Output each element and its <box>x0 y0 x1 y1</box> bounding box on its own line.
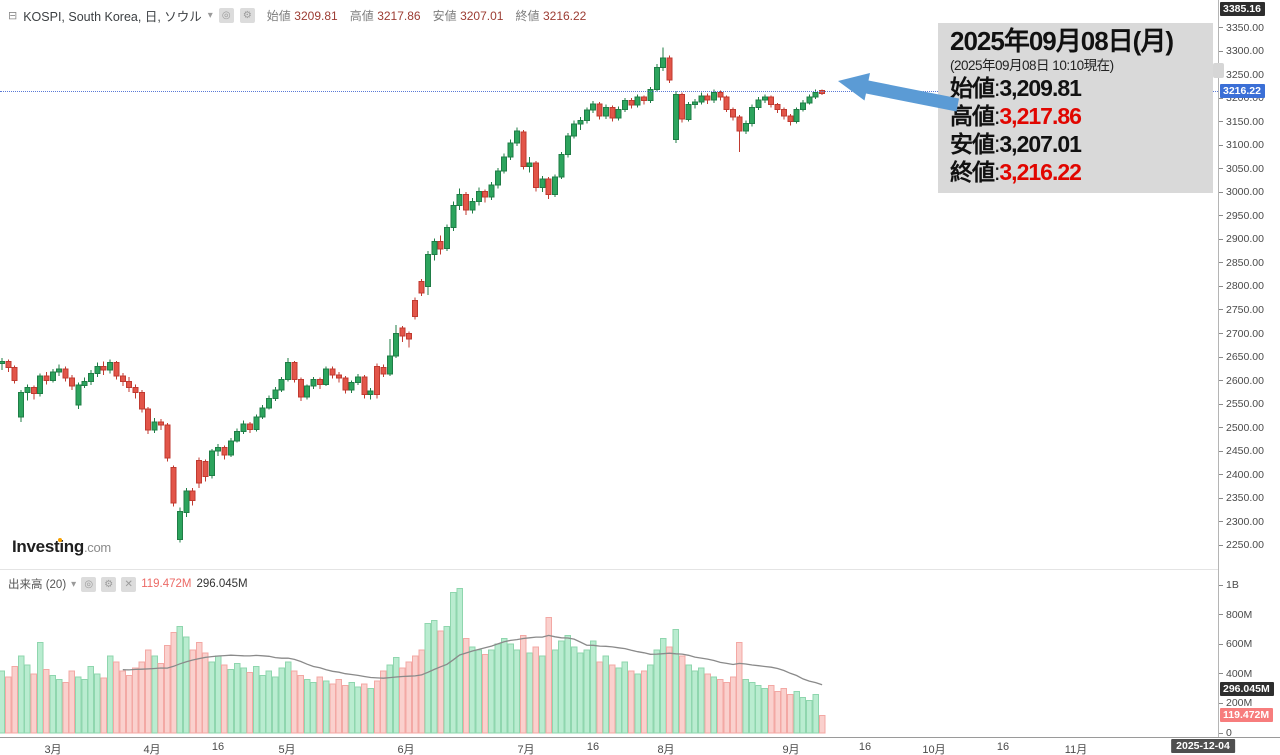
price-tick-label: 3100.00 <box>1219 139 1264 151</box>
price-axis[interactable]: 3350.00 3300.00 3250.00 3200.00 3150.00 3100.… <box>1213 0 1280 739</box>
close-icon[interactable]: ✕ <box>121 576 137 592</box>
settings-icon[interactable]: ⚙ <box>101 576 117 592</box>
high-label: 高値 <box>349 9 374 23</box>
annotation-date-title: 2025年09月08日(月) <box>950 26 1174 56</box>
current-volume-value: 119.472M <box>141 578 192 590</box>
current-price-badge: 3216.22 <box>1220 83 1265 98</box>
price-tick-label: 3300.00 <box>1219 45 1264 57</box>
time-axis[interactable]: 3月 4月 16 5月 6月 7月 16 8月 9月 16 10月 16 11月 2025-12-04 <box>0 737 1280 755</box>
investing-logo-text: Investing <box>12 537 84 556</box>
time-tick-label: 4月 <box>143 744 161 755</box>
price-tick-label: 2250.00 <box>1219 539 1264 551</box>
time-tick-label: 7月 <box>517 744 535 755</box>
annotation-high-row: 高値:3,217.86 <box>950 103 1082 130</box>
time-tick-label: 16 <box>996 741 1010 753</box>
time-tick-label: 3月 <box>44 744 62 755</box>
logo-orange-dot <box>57 538 62 542</box>
time-tick-label: 6月 <box>397 744 415 755</box>
annotation-low-row: 安値:3,207.01 <box>950 131 1082 158</box>
current-volume-badge: 119.472M <box>1220 708 1274 723</box>
time-tick-label: 5月 <box>278 744 296 755</box>
investing-logo: Investing .com <box>12 537 111 557</box>
volume-tick-label: 1B <box>1219 579 1239 591</box>
visibility-icon[interactable]: ◎ <box>81 576 97 592</box>
close-value: 3216.22 <box>542 9 587 23</box>
volume-bars-group <box>0 588 826 734</box>
ohlc-annotation-box: 2025年09月08日(月) (2025年09月08日 10:10現在) 始値:… <box>938 23 1213 193</box>
price-tick-label: 2850.00 <box>1219 257 1264 269</box>
open-value: 3209.81 <box>294 9 338 23</box>
low-value: 3207.01 <box>460 9 504 23</box>
symbol-title[interactable]: KOSPI, South Korea, 日, ソウル <box>23 10 202 24</box>
volume-ma-value: 296.045M <box>196 578 248 590</box>
time-tick-label: 16 <box>858 741 872 753</box>
price-tick-label: 2700.00 <box>1219 328 1264 340</box>
collapse-pane-icon[interactable]: ⊟ <box>8 10 18 22</box>
time-tick-label: 16 <box>586 741 600 753</box>
open-readout: 始値 3209.81 <box>267 7 338 24</box>
price-candlestick-pane[interactable] <box>0 0 1218 570</box>
volume-ma-badge: 296.045M <box>1220 682 1274 697</box>
high-readout: 高値 3217.86 <box>350 7 421 24</box>
price-tick-label: 2600.00 <box>1219 375 1264 387</box>
pane-divider[interactable] <box>0 569 1218 570</box>
volume-indicator-title[interactable]: 出来高 (20) <box>8 579 67 591</box>
candles-group <box>0 47 826 543</box>
close-readout: 終値 3216.22 <box>515 7 586 24</box>
price-tick-label: 3050.00 <box>1219 163 1264 175</box>
price-tick-label: 2300.00 <box>1219 516 1264 528</box>
volume-tick-label: 800M <box>1219 609 1252 621</box>
axis-mini-icon[interactable] <box>1213 63 1224 78</box>
low-readout: 安値 3207.01 <box>433 7 504 24</box>
volume-tick-label: 0 <box>1219 727 1232 739</box>
price-tick-label: 2450.00 <box>1219 445 1264 457</box>
price-tick-label: 2350.00 <box>1219 492 1264 504</box>
settings-icon[interactable]: ⚙ <box>239 8 255 23</box>
symbol-legend: ⊟ KOSPI, South Korea, 日, ソウル ▾ ◎ ⚙ 始値 32… <box>8 6 586 25</box>
price-tick-label: 2500.00 <box>1219 422 1264 434</box>
price-tick-label: 2900.00 <box>1219 233 1264 245</box>
annotation-timestamp: (2025年09月08日 10:10現在) <box>950 57 1114 73</box>
annotation-open-row: 始値:3,209.81 <box>950 75 1082 102</box>
volume-tick-label: 200M <box>1219 697 1252 709</box>
low-label: 安値 <box>432 9 457 23</box>
current-price-line <box>0 90 1218 92</box>
volume-ma20-line <box>122 634 823 686</box>
price-tick-label: 3250.00 <box>1219 69 1264 81</box>
high-watermark-badge: 3385.16 <box>1220 2 1265 16</box>
price-tick-label: 2650.00 <box>1219 351 1264 363</box>
time-tick-label: 11月 <box>1064 744 1088 755</box>
price-tick-label: 3000.00 <box>1219 186 1264 198</box>
visibility-icon[interactable]: ◎ <box>218 8 234 23</box>
time-tick-label: 8月 <box>657 744 675 755</box>
volume-tick-label: 600M <box>1219 638 1252 650</box>
volume-legend: 出来高 (20) ▾ ◎ ⚙ ✕ 119.472M 296.045M <box>8 576 248 592</box>
time-tick-label: 10月 <box>922 744 946 755</box>
high-value: 3217.86 <box>377 9 421 23</box>
price-tick-label: 2550.00 <box>1219 398 1264 410</box>
future-date-badge: 2025-12-04 <box>1171 739 1235 753</box>
price-tick-label: 3150.00 <box>1219 116 1264 128</box>
price-tick-label: 2750.00 <box>1219 304 1264 316</box>
price-tick-label: 2800.00 <box>1219 280 1264 292</box>
open-label: 始値 <box>266 9 291 23</box>
volume-pane[interactable] <box>0 570 1218 737</box>
time-tick-label: 16 <box>211 741 225 753</box>
price-tick-label: 3350.00 <box>1219 22 1264 34</box>
logo-suffix: .com <box>83 540 111 555</box>
annotation-close-row: 終値:3,216.22 <box>950 159 1082 186</box>
chevron-down-icon[interactable]: ▾ <box>207 10 213 21</box>
volume-tick-label: 400M <box>1219 668 1252 680</box>
close-label: 終値 <box>515 9 540 23</box>
chevron-down-icon[interactable]: ▾ <box>71 578 77 590</box>
price-tick-label: 2950.00 <box>1219 210 1264 222</box>
time-tick-label: 9月 <box>782 744 800 755</box>
price-tick-label: 2400.00 <box>1219 469 1264 481</box>
